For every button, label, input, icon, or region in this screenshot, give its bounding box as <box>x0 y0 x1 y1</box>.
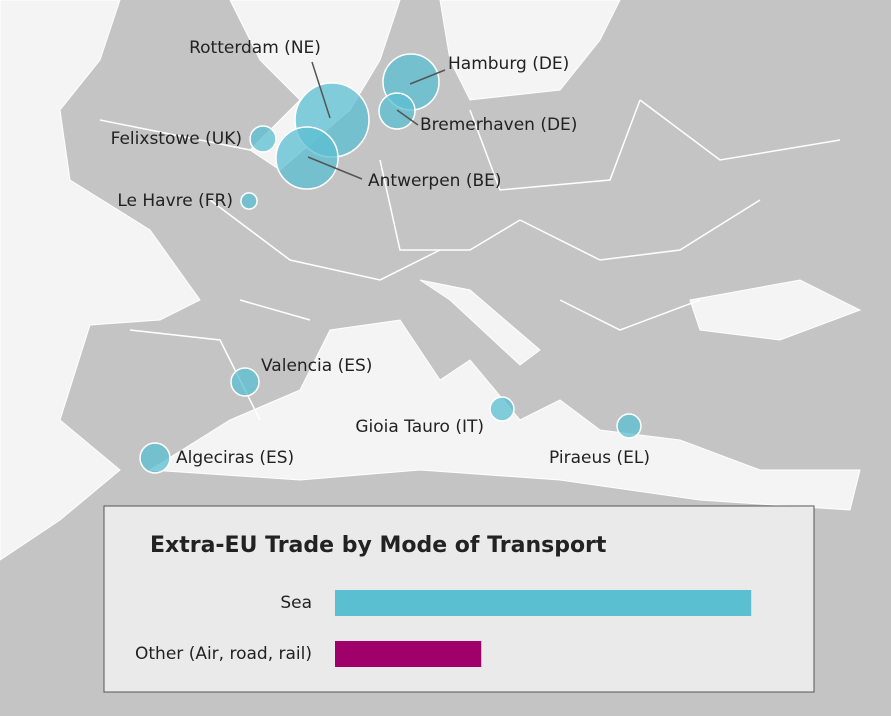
port-label: Algeciras (ES) <box>176 448 294 468</box>
port-bubble <box>275 126 339 190</box>
bar-label: Sea <box>280 593 312 613</box>
port-bubble <box>230 367 260 397</box>
port-label: Piraeus (EL) <box>549 448 650 468</box>
port-bubble <box>616 413 642 439</box>
port-bubble <box>240 192 258 210</box>
bar-label: Other (Air, road, rail) <box>135 644 312 664</box>
port-bubble <box>378 92 416 130</box>
port-label: Valencia (ES) <box>261 356 372 376</box>
leader-line <box>307 156 363 180</box>
port-label: Rotterdam (NE) <box>189 38 321 58</box>
bar <box>335 590 752 616</box>
port-bubble <box>249 125 277 153</box>
leader-line <box>409 69 446 85</box>
leader-line <box>396 109 419 126</box>
port-label: Hamburg (DE) <box>448 54 569 74</box>
port-label: Bremerhaven (DE) <box>420 115 577 135</box>
bar-chart: Sea Other (Air, road, rail) <box>135 590 752 667</box>
ports: Rotterdam (NE) Hamburg (DE) Felixstowe (UK… <box>111 38 650 474</box>
bar <box>335 641 482 667</box>
port-bubble <box>139 442 171 474</box>
port-label: Gioia Tauro (IT) <box>355 417 484 437</box>
port-bubble <box>489 396 515 422</box>
port-label: Antwerpen (BE) <box>368 171 502 191</box>
inset-title: Extra-EU Trade by Mode of Transport <box>150 533 607 558</box>
port-label: Le Havre (FR) <box>117 191 233 211</box>
leader-line <box>311 61 331 119</box>
port-label: Felixstowe (UK) <box>111 129 242 149</box>
